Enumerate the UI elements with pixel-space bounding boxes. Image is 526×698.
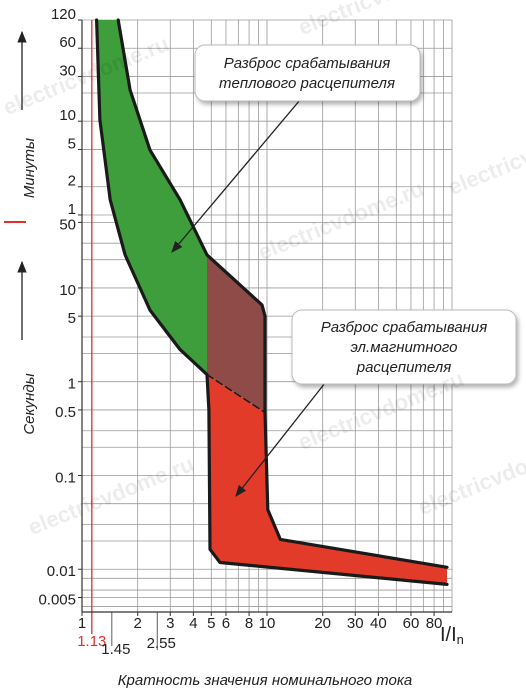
annotation-line: Разброс срабатывания — [224, 55, 391, 72]
y-tick-label: 1 — [68, 376, 76, 393]
y-tick-label: 0.005 — [38, 591, 76, 608]
y-tick-label: 0.01 — [47, 563, 76, 580]
y-tick-label: 30 — [59, 62, 76, 79]
arrow — [171, 99, 301, 253]
x-tick-label: 10 — [259, 615, 276, 632]
x-tick-label: 30 — [347, 615, 364, 632]
y-tick-label: 0.1 — [55, 469, 76, 486]
x-mark-label: 1.13 — [77, 633, 106, 650]
boundary-curve — [94, 18, 449, 587]
annotation-line: эл.магнитного — [351, 339, 458, 356]
y-tick-label: 10 — [59, 282, 76, 299]
x-tick-label: 60 — [403, 615, 420, 632]
watermark: electricvdome.ru — [255, 176, 428, 265]
x-mark-label: 1.45 — [101, 641, 130, 658]
watermark: electricvdome.ru — [445, 111, 526, 200]
annotation-line: теплового расцепителя — [219, 75, 395, 92]
y-label: Минуты — [21, 138, 38, 198]
y-tick-label: 120 — [51, 6, 76, 23]
x-tick-label: 6 — [222, 615, 230, 632]
spread-region — [207, 374, 447, 585]
y-tick-label: 60 — [59, 34, 76, 51]
y-tick-label: 5 — [68, 135, 76, 152]
x-mark-label: 2.55 — [147, 635, 176, 652]
y-tick-label: 5 — [68, 310, 76, 327]
y-tick-label: 50 — [59, 216, 76, 233]
x-tick-label: 5 — [207, 615, 215, 632]
marks — [94, 18, 449, 587]
x-tick-label: 2 — [134, 615, 142, 632]
arrow — [235, 382, 326, 497]
spread-region — [207, 254, 265, 413]
x-unit-main: I/I — [440, 624, 457, 646]
y-tick-label: 0.5 — [55, 404, 76, 421]
x-unit: I/In — [440, 624, 464, 647]
watermark: electricvdome.ru — [0, 31, 172, 120]
x-tick-label: 8 — [245, 615, 253, 632]
annotation-line: Разброс срабатывания — [321, 319, 488, 336]
y-title-seconds: Секунды — [17, 260, 38, 435]
boundary-curve — [116, 18, 449, 569]
spread-region — [96, 20, 207, 375]
y-tick-label: 10 — [59, 107, 76, 124]
x-label: Кратность значения номинального тока — [118, 672, 413, 689]
watermark: electricvdome.ru — [25, 451, 198, 540]
callout-box — [194, 44, 421, 102]
callout-box — [291, 309, 517, 385]
x-tick-label: 20 — [314, 615, 331, 632]
boundary-curve — [206, 373, 266, 414]
annotation-line: расцепителя — [356, 359, 452, 376]
x-tick-label: 40 — [370, 615, 387, 632]
x-tick-label: 80 — [426, 615, 443, 632]
y-tick-label: 1 — [68, 201, 76, 218]
x-tick-label: 3 — [166, 615, 174, 632]
x-unit-sub: n — [457, 632, 464, 647]
y-label: Секунды — [21, 373, 38, 434]
callout: Разброс срабатывания теплового расцепите… — [171, 44, 421, 253]
y-tick-label: 2 — [68, 173, 76, 190]
callout: Разброс срабатывания эл.магнитного расце… — [235, 309, 517, 497]
y-title-minutes: Минуты — [17, 30, 38, 198]
x-tick-label: 4 — [189, 615, 197, 632]
x-tick-label: 1 — [78, 615, 86, 632]
